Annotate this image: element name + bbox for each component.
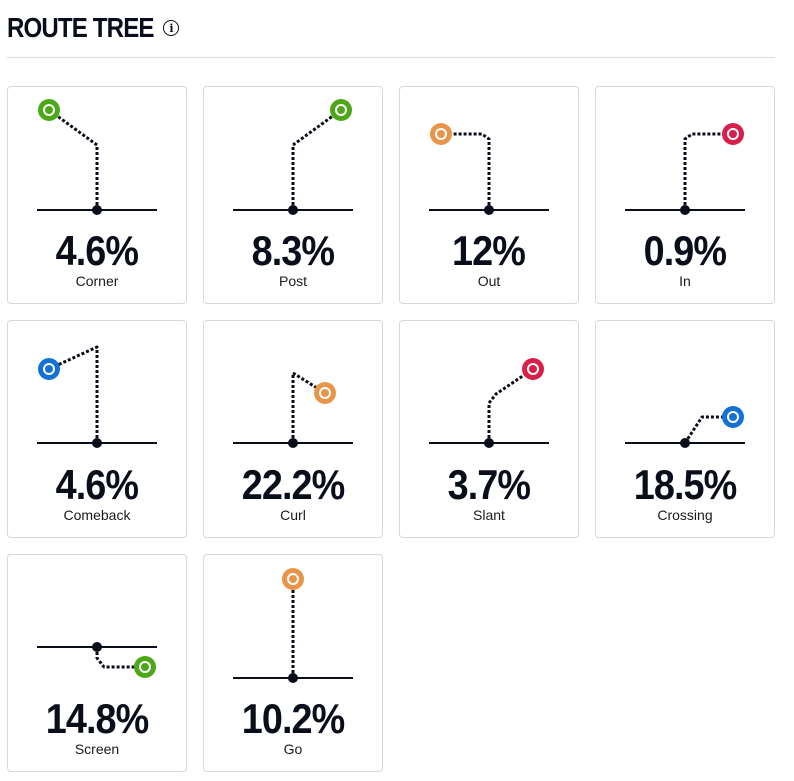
route-end-marker-ring — [435, 128, 447, 140]
route-diagram — [233, 371, 353, 448]
route-path — [683, 132, 733, 210]
route-percentage: 18.5% — [596, 463, 774, 507]
route-diagram — [37, 345, 157, 448]
route-label: Screen — [74, 741, 120, 757]
route-label: Comeback — [63, 507, 131, 523]
route-label: Out — [477, 273, 501, 289]
route-card-screen: 14.8% Screen — [7, 554, 187, 772]
route-diagram — [429, 123, 549, 215]
route-path — [291, 108, 342, 210]
route-percentage: 4.6% — [8, 229, 186, 273]
route-end-marker-ring — [727, 411, 739, 423]
route-percentage: 22.2% — [204, 463, 382, 507]
route-percentage: 12% — [400, 229, 578, 273]
route-end-marker — [522, 358, 544, 380]
route-card-curl: 22.2% Curl — [203, 320, 383, 538]
info-icon[interactable]: i — [163, 20, 180, 36]
route-card-out: 12% Out — [399, 86, 579, 304]
route-end-marker — [722, 406, 744, 428]
route-end-marker-ring — [727, 128, 739, 140]
route-diagram — [429, 358, 549, 448]
route-diagram — [233, 568, 353, 683]
route-path — [48, 345, 99, 443]
route-path — [441, 132, 491, 210]
route-path — [291, 371, 326, 443]
route-label: In — [679, 273, 691, 289]
route-end-marker — [330, 99, 352, 121]
route-diagram — [233, 99, 353, 215]
route-percentage: 10.2% — [204, 697, 382, 741]
route-percentage-value: 18.5% — [633, 461, 738, 508]
route-percentage-value: 8.3% — [251, 227, 335, 274]
route-diagram — [625, 123, 745, 215]
route-path — [487, 367, 534, 443]
route-percentage-value: 0.9% — [643, 227, 727, 274]
route-end-marker-ring — [43, 104, 55, 116]
route-card-comeback: 4.6% Comeback — [7, 320, 187, 538]
route-end-marker — [134, 656, 156, 678]
route-percentage-value: 3.7% — [447, 461, 531, 508]
route-label: Post — [278, 273, 307, 289]
snap-point-dot — [680, 438, 690, 448]
route-path — [48, 108, 99, 210]
route-end-marker — [282, 568, 304, 590]
route-diagram — [625, 406, 745, 448]
snap-point-dot — [288, 438, 298, 448]
snap-point-dot — [92, 438, 102, 448]
route-card-slant: 3.7% Slant — [399, 320, 579, 538]
snap-point-dot — [484, 205, 494, 215]
route-label: Slant — [473, 507, 505, 523]
snap-point-dot — [288, 673, 298, 683]
route-percentage: 4.6% — [8, 463, 186, 507]
route-card-corner: 4.6% Corner — [7, 86, 187, 304]
route-percentage: 0.9% — [596, 229, 774, 273]
route-percentage-value: 12% — [452, 227, 527, 274]
route-label: Go — [283, 741, 303, 757]
route-card-crossing: 18.5% Crossing — [595, 320, 775, 538]
route-label: Corner — [75, 273, 119, 289]
snap-point-dot — [92, 205, 102, 215]
route-percentage-value: 4.6% — [55, 461, 139, 508]
route-end-marker — [38, 358, 60, 380]
route-end-marker — [314, 382, 336, 404]
route-end-marker-ring — [43, 363, 55, 375]
route-end-marker — [38, 99, 60, 121]
route-end-marker-ring — [527, 363, 539, 375]
chart-header: ROUTE TREE i — [7, 10, 180, 46]
route-percentage: 14.8% — [8, 697, 186, 741]
route-end-marker-ring — [335, 104, 347, 116]
route-percentage-value: 22.2% — [241, 461, 346, 508]
route-end-marker-ring — [287, 573, 299, 585]
route-percentage: 3.7% — [400, 463, 578, 507]
route-percentage-value: 10.2% — [241, 695, 346, 742]
snap-point-dot — [92, 642, 102, 652]
route-end-marker — [722, 123, 744, 145]
header-divider — [7, 57, 775, 58]
snap-point-dot — [680, 205, 690, 215]
route-card-post: 8.3% Post — [203, 86, 383, 304]
route-path — [95, 647, 145, 669]
route-end-marker — [430, 123, 452, 145]
route-end-marker-ring — [319, 387, 331, 399]
chart-title: ROUTE TREE — [7, 12, 154, 43]
route-diagram — [37, 642, 157, 678]
route-card-in: 0.9% In — [595, 86, 775, 304]
route-percentage-value: 14.8% — [45, 695, 150, 742]
route-percentage: 8.3% — [204, 229, 382, 273]
route-card-go: 10.2% Go — [203, 554, 383, 772]
route-label: Crossing — [657, 507, 713, 523]
snap-point-dot — [484, 438, 494, 448]
route-label: Curl — [280, 507, 306, 523]
route-end-marker-ring — [139, 661, 151, 673]
route-diagram — [37, 99, 157, 215]
route-percentage-value: 4.6% — [55, 227, 139, 274]
snap-point-dot — [288, 205, 298, 215]
